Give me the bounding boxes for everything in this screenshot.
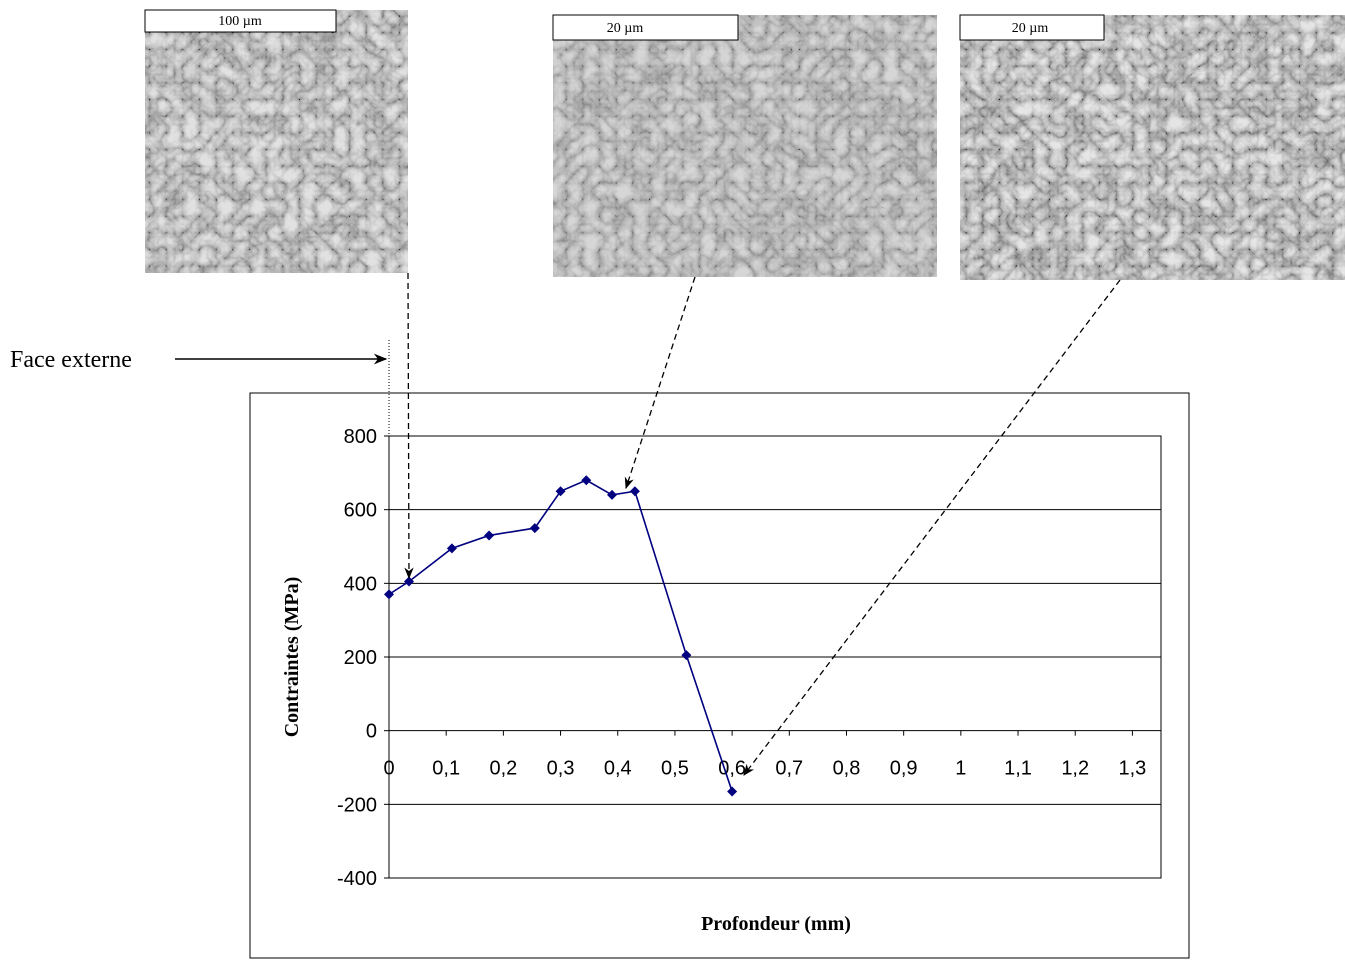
data-point (629, 486, 640, 497)
data-point (607, 489, 618, 500)
y-tick-label: 0 (366, 721, 377, 743)
x-tick-label: 1,2 (1061, 758, 1089, 780)
x-tick-label: 0,1 (432, 758, 460, 780)
x-tick-label: 1,1 (1004, 758, 1032, 780)
x-tick-label: 0,9 (890, 758, 918, 780)
data-line (388, 479, 733, 792)
y-tick-label: 400 (344, 573, 377, 595)
y-tick-label: 600 (344, 500, 377, 522)
data-point (555, 486, 566, 497)
x-tick-label: 1,3 (1119, 758, 1147, 780)
x-tick-label: 0,5 (661, 758, 689, 780)
chart-frame (249, 392, 1190, 959)
x-tick-label: 0,4 (604, 758, 632, 780)
x-tick-label: 0 (383, 758, 394, 780)
annotation: Face externe (10, 347, 132, 373)
x-tick-label: 0,2 (489, 758, 517, 780)
x-tick-label: 0,8 (833, 758, 861, 780)
data-point (727, 786, 738, 797)
data-point (446, 543, 457, 554)
x-axis-title: Profondeur (mm) (701, 913, 851, 935)
data-point (484, 530, 495, 541)
y-tick-label: 800 (344, 426, 377, 448)
data-point (581, 475, 592, 486)
x-tick-label: 0,6 (718, 758, 746, 780)
data-point (384, 589, 394, 600)
scale-label: 20 µm (1012, 21, 1049, 36)
micrograph: 100 µm (144, 9, 408, 273)
x-tick-label: 0,3 (547, 758, 575, 780)
y-tick-label: 200 (344, 647, 377, 669)
y-tick-label: -400 (337, 868, 377, 890)
scale-label: 20 µm (607, 21, 644, 36)
pointer-arrows (404, 272, 1121, 776)
x-tick-label: 0,7 (775, 758, 803, 780)
y-axis-title: Contraintes (MPa) (281, 577, 303, 738)
micrograph: 20 µm (552, 14, 937, 277)
scale-label: 100 µm (218, 14, 262, 29)
plot: -400 -200 0 200 400 600 800 0 0,1 0,2 0,3 0,4 0,5 0,6… (337, 426, 1162, 890)
x-tick-label: 1 (955, 758, 966, 780)
data-point (529, 523, 540, 534)
micrograph: 20 µm (959, 14, 1345, 280)
data-point (681, 650, 692, 661)
y-tick-label: -200 (337, 794, 377, 816)
